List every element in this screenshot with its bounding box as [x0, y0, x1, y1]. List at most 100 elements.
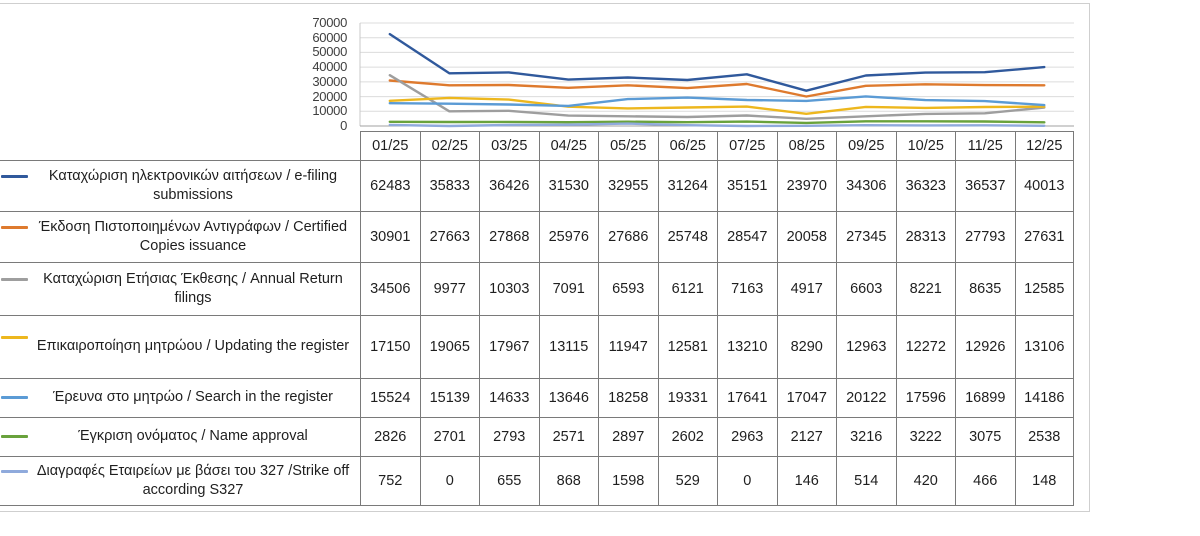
value-cell: 146: [776, 457, 836, 506]
value-cell: 32955: [598, 161, 658, 212]
legend-key-icon: [1, 470, 28, 473]
value-cell: 8290: [776, 316, 836, 379]
value-cell: 6593: [598, 263, 658, 316]
value-cell: 15139: [419, 379, 479, 418]
value-cell: 36426: [479, 161, 539, 212]
value-cell: 12585: [1014, 263, 1074, 316]
value-cell: 466: [955, 457, 1015, 506]
legend-key-icon: [1, 336, 28, 339]
month-header-cell: 10/25: [895, 131, 955, 160]
series-line-4: [388, 95, 1046, 108]
series-label: Καταχώριση Ετήσιας Έκθεσης / Annual Retu…: [43, 270, 343, 306]
series-label: Έρευνα στο μητρώο / Search in the regist…: [53, 389, 333, 406]
legend-key-icon: [1, 175, 28, 178]
month-header-row: 01/25 02/25 03/25 04/25 05/25 06/25 07/25 08/25…: [360, 131, 1074, 160]
value-cell: 19331: [657, 379, 717, 418]
value-cell: 36323: [895, 161, 955, 212]
value-cell: 17596: [895, 379, 955, 418]
series-label-cell: Έγκριση ονόματος / Name approval: [0, 418, 360, 457]
value-cell: 514: [836, 457, 896, 506]
table-row: Καταχώριση Ετήσιας Έκθεσης / Annual Retu…: [0, 263, 1074, 316]
value-cell: 30901: [360, 212, 420, 263]
y-axis-tick-label: 10000: [312, 103, 347, 119]
month-header-cell: 06/25: [657, 131, 717, 160]
value-cell: 23970: [776, 161, 836, 212]
chart-frame: [0, 3, 1090, 512]
series-label: Έγκριση ονόματος / Name approval: [78, 428, 308, 445]
legend-key-icon: [1, 435, 28, 438]
value-cell: 3075: [955, 418, 1015, 457]
value-cell: 2701: [419, 418, 479, 457]
month-header-cell: 03/25: [479, 131, 539, 160]
month-header-cell: 12/25: [1014, 131, 1074, 160]
series-line-2: [388, 73, 1046, 121]
value-cell: 7091: [538, 263, 598, 316]
value-cell: 17967: [479, 316, 539, 379]
table-row: Επικαιροποίηση μητρώου / Updating the re…: [0, 316, 1074, 379]
value-cell: 27663: [419, 212, 479, 263]
data-table-body: Καταχώριση ηλεκτρονικών αιτήσεων / e-fil…: [0, 160, 1074, 506]
series-line-1: [388, 79, 1046, 98]
value-cell: 420: [895, 457, 955, 506]
month-header-cell: 07/25: [717, 131, 777, 160]
y-axis-tick-label: 50000: [312, 44, 347, 60]
value-cell: 27868: [479, 212, 539, 263]
series-label-cell: Διαγραφές Εταιρείων με βάσει του 327 /St…: [0, 457, 360, 506]
value-cell: 8635: [955, 263, 1015, 316]
value-cell: 27631: [1014, 212, 1074, 263]
value-cell: 36537: [955, 161, 1015, 212]
value-cell: 25976: [538, 212, 598, 263]
month-header-cell: 08/25: [776, 131, 836, 160]
value-cell: 62483: [360, 161, 420, 212]
value-cell: 13106: [1014, 316, 1074, 379]
value-cell: 20122: [836, 379, 896, 418]
value-cell: 13115: [538, 316, 598, 379]
value-cell: 27793: [955, 212, 1015, 263]
value-cell: 17150: [360, 316, 420, 379]
series-label: Διαγραφές Εταιρείων με βάσει του 327 /St…: [36, 462, 350, 498]
series-label-cell: Επικαιροποίηση μητρώου / Updating the re…: [0, 316, 360, 379]
month-header-cell: 02/25: [419, 131, 479, 160]
value-cell: 12926: [955, 316, 1015, 379]
legend-key-icon: [1, 278, 28, 281]
series-label: Καταχώριση ηλεκτρονικών αιτήσεων / e-fil…: [48, 167, 338, 203]
value-cell: 6121: [657, 263, 717, 316]
value-cell: 28313: [895, 212, 955, 263]
value-cell: 2826: [360, 418, 420, 457]
value-cell: 14186: [1014, 379, 1074, 418]
value-cell: 40013: [1014, 161, 1074, 212]
value-cell: 31264: [657, 161, 717, 212]
value-cell: 27345: [836, 212, 896, 263]
value-cell: 12581: [657, 316, 717, 379]
value-cell: 20058: [776, 212, 836, 263]
y-axis-tick-label: 60000: [312, 29, 347, 45]
series-line-3: [388, 96, 1046, 116]
value-cell: 2538: [1014, 418, 1074, 457]
value-cell: 12963: [836, 316, 896, 379]
value-cell: 17641: [717, 379, 777, 418]
value-cell: 868: [538, 457, 598, 506]
value-cell: 8221: [895, 263, 955, 316]
y-axis-tick-label: 0: [340, 118, 347, 133]
value-cell: 25748: [657, 212, 717, 263]
value-cell: 2571: [538, 418, 598, 457]
series-label-cell: Καταχώριση Ετήσιας Έκθεσης / Annual Retu…: [0, 263, 360, 316]
value-cell: 13646: [538, 379, 598, 418]
table-row: Διαγραφές Εταιρείων με βάσει του 327 /St…: [0, 457, 1074, 506]
value-cell: 18258: [598, 379, 658, 418]
table-row: Καταχώριση ηλεκτρονικών αιτήσεων / e-fil…: [0, 161, 1074, 212]
legend-key-icon: [1, 226, 28, 229]
table-row: Έγκριση ονόματος / Name approval 2826 2701…: [0, 418, 1074, 457]
value-cell: 6603: [836, 263, 896, 316]
value-cell: 12272: [895, 316, 955, 379]
value-cell: 35151: [717, 161, 777, 212]
value-cell: 10303: [479, 263, 539, 316]
month-header-cell: 01/25: [360, 131, 420, 160]
value-cell: 2127: [776, 418, 836, 457]
value-cell: 1598: [598, 457, 658, 506]
value-cell: 2963: [717, 418, 777, 457]
y-axis-tick-label: 30000: [312, 73, 347, 89]
value-cell: 19065: [419, 316, 479, 379]
value-cell: 0: [419, 457, 479, 506]
value-cell: 35833: [419, 161, 479, 212]
